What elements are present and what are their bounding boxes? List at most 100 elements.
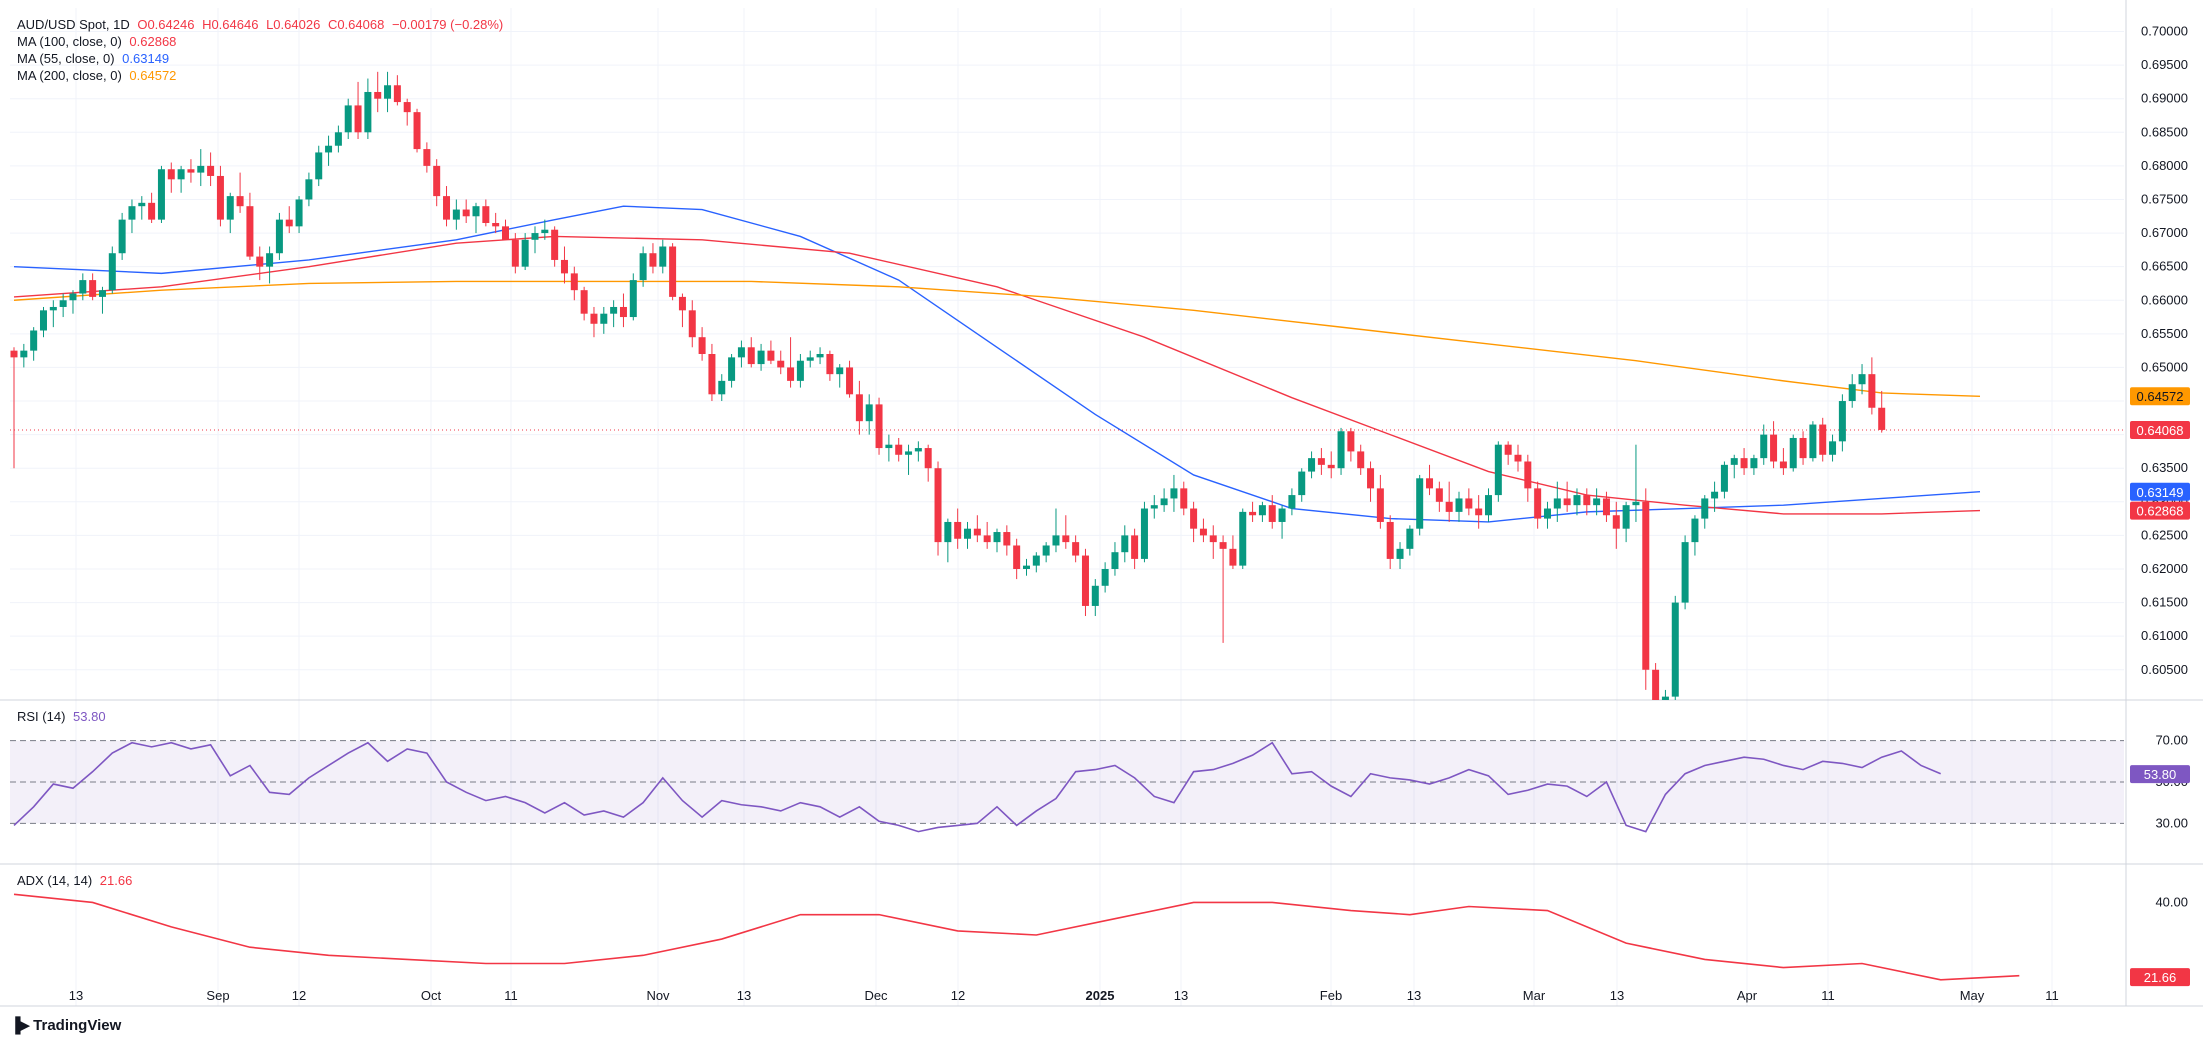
adx-legend[interactable]: ADX (14, 14) 21.66 — [17, 872, 136, 889]
candle — [1160, 488, 1168, 512]
candle — [1789, 434, 1797, 472]
candle — [1652, 663, 1660, 700]
candle-body — [511, 239, 519, 267]
candle-body — [1278, 508, 1286, 522]
candle-body — [610, 306, 618, 314]
candle — [1661, 689, 1669, 700]
candle — [737, 340, 745, 368]
candle-body — [79, 280, 87, 294]
candle-body — [1779, 461, 1787, 469]
price-tick-label: 0.65000 — [2141, 359, 2188, 374]
candle-body — [49, 306, 57, 311]
candle-body — [1445, 501, 1453, 512]
moving-average-lines — [13, 205, 1981, 523]
candle-body — [826, 354, 834, 375]
candle — [275, 212, 283, 260]
candle — [1376, 474, 1384, 529]
candle — [197, 149, 205, 187]
candle-body — [1543, 508, 1551, 519]
candle — [1602, 491, 1610, 522]
candle — [767, 340, 775, 365]
candle — [1465, 488, 1473, 516]
candle-body — [1308, 458, 1316, 472]
candle — [138, 196, 146, 220]
candle-body — [1465, 498, 1473, 509]
candle-body — [1160, 498, 1168, 506]
rsi-tick-label: 30.00 — [2155, 815, 2188, 830]
candle — [1829, 434, 1837, 462]
candle-body — [1553, 498, 1561, 509]
candle-body — [737, 347, 745, 358]
candle-body — [619, 306, 627, 318]
candle-body — [1091, 585, 1099, 606]
candle — [1239, 508, 1247, 569]
candle-body — [98, 290, 106, 297]
candle-body — [354, 105, 362, 133]
candle-body — [423, 149, 431, 166]
candle — [315, 145, 323, 187]
candle-body — [551, 229, 559, 260]
candle-body — [1838, 401, 1846, 442]
ma-line — [13, 205, 1981, 523]
price-badges: 0.64572 0.64068 0.63149 0.62868 53.80 21.66 — [2130, 387, 2190, 987]
ma55-legend[interactable]: MA (55, close, 0) 0.63149 — [17, 50, 173, 67]
open-value: O0.64246 — [137, 17, 195, 32]
candle-body — [334, 132, 342, 146]
candle-body — [108, 253, 116, 291]
candle-body — [885, 444, 893, 449]
time-axis[interactable]: 13 Sep 12 Oct 11 Nov 13 Dec 12 2025 13 Feb 13 Mar 13 Ap… — [69, 988, 2059, 1003]
candle-body — [1121, 535, 1129, 553]
candle — [1121, 525, 1129, 563]
candle — [865, 394, 873, 435]
candle — [1288, 488, 1296, 516]
candle-body — [1003, 532, 1011, 546]
rsi-legend[interactable]: RSI (14) 53.80 — [17, 708, 110, 725]
candle — [1416, 474, 1424, 536]
candle — [207, 152, 215, 187]
ma200-legend[interactable]: MA (200, close, 0) 0.64572 — [17, 67, 180, 84]
rsi-badge-bg — [2130, 765, 2190, 784]
candle — [521, 233, 529, 271]
candle — [777, 350, 785, 375]
tradingview-logo[interactable]: ▐▶ TradingView — [10, 1016, 121, 1035]
candle — [1278, 505, 1286, 539]
price-tick-label: 0.61500 — [2141, 595, 2188, 610]
candle — [1406, 525, 1414, 556]
candle-body — [1032, 555, 1040, 566]
candle-body — [541, 229, 549, 234]
price-tick-label: 0.70000 — [2141, 24, 2188, 39]
candle — [718, 374, 726, 402]
time-tick-label: 13 — [1174, 988, 1188, 1003]
time-tick-label: Mar — [1523, 988, 1546, 1003]
candle-body — [315, 152, 323, 180]
candle-body — [472, 206, 480, 217]
candle-body — [443, 196, 451, 220]
candle-body — [1750, 458, 1758, 469]
candle-body — [256, 256, 264, 267]
candle-body — [1612, 515, 1620, 529]
candle-body — [167, 169, 175, 180]
candle — [905, 444, 913, 475]
candle — [1593, 488, 1601, 516]
candle — [875, 397, 883, 455]
time-tick-label: Apr — [1737, 988, 1758, 1003]
candle — [1357, 444, 1365, 475]
candle-body — [846, 367, 854, 395]
time-tick-label: 13 — [1407, 988, 1421, 1003]
candle — [826, 350, 834, 381]
candle-body — [246, 206, 254, 257]
candle-body — [138, 202, 146, 207]
ma200-value: 0.64572 — [129, 68, 177, 83]
time-tick-label: 13 — [69, 988, 83, 1003]
symbol-label[interactable]: AUD/USD Spot, 1D — [17, 17, 130, 32]
ma100-legend[interactable]: MA (100, close, 0) 0.62868 — [17, 33, 180, 50]
ma100-value: 0.62868 — [129, 34, 177, 49]
candle-body — [1701, 498, 1709, 519]
price-tick-label: 0.60500 — [2141, 662, 2188, 677]
candle-body — [1131, 535, 1139, 559]
candle-body — [973, 528, 981, 536]
price-tick-label: 0.62500 — [2141, 527, 2188, 542]
ma55-label: MA (55, close, 0) — [17, 51, 115, 66]
candle-body — [187, 169, 195, 173]
